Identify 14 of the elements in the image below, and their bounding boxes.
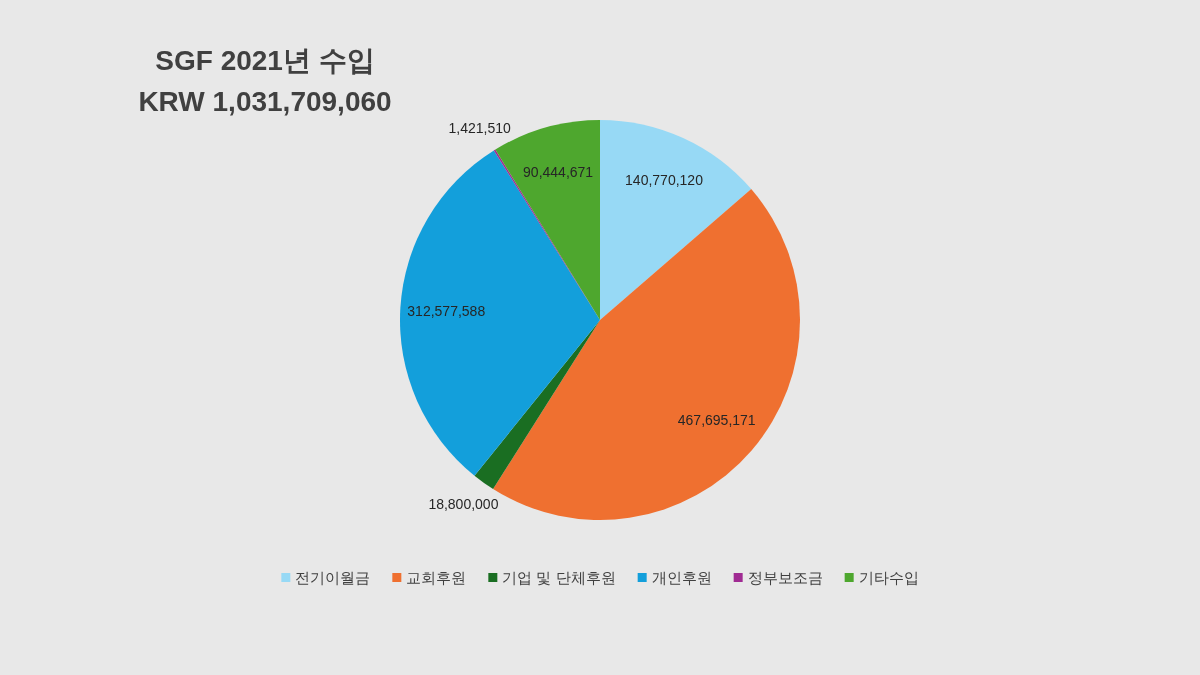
legend-label: 전기이월금 [295,569,371,586]
data-label: 90,444,671 [523,163,594,180]
legend-label: 개인후원 [651,569,712,586]
data-label: 140,770,120 [625,171,704,188]
legend-label: 기업 및 단체후원 [502,569,616,586]
title: SGF 2021년 수입 [155,45,375,76]
legend-label: 기타수입 [858,569,919,586]
data-label: 1,421,510 [448,119,512,136]
subtitle: KRW 1,031,709,060 [138,86,392,117]
legend-label: 정부보조금 [747,569,823,586]
legend-label: 교회후원 [406,569,467,586]
data-label: 467,695,171 [677,412,756,429]
data-label: 18,800,000 [428,495,499,512]
data-label: 312,577,588 [407,302,486,319]
